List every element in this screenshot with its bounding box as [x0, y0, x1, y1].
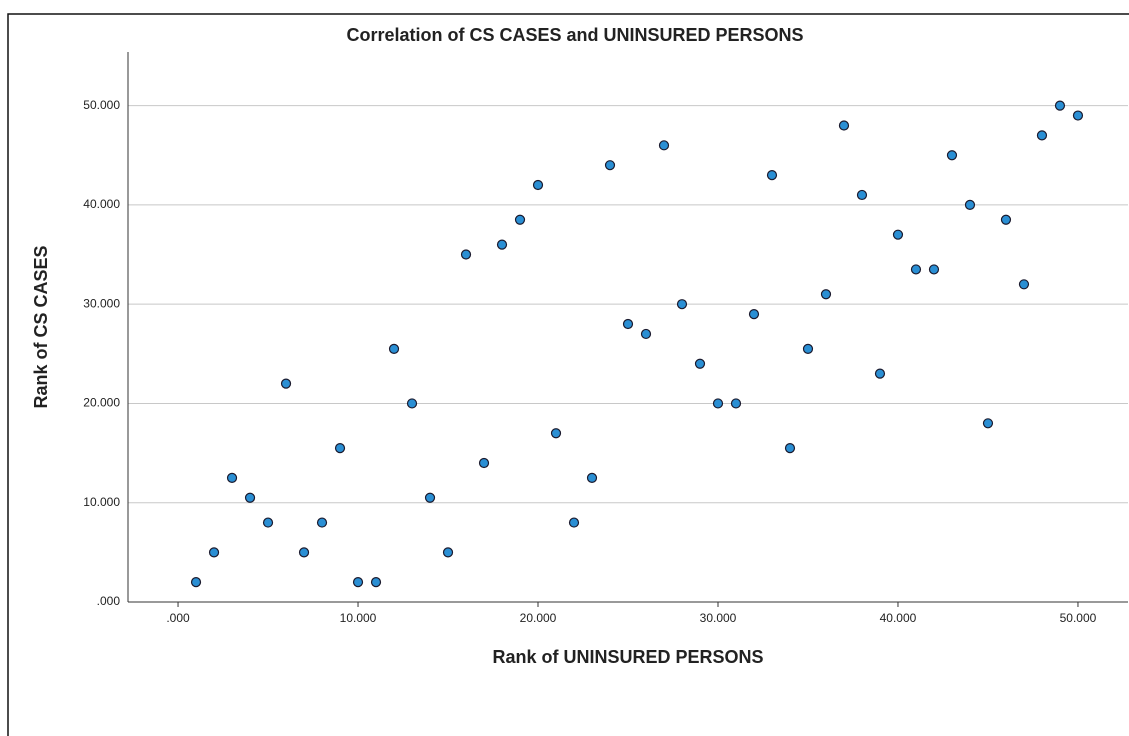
point — [406, 398, 418, 409]
point — [838, 120, 850, 131]
point — [460, 249, 472, 260]
point — [910, 264, 922, 275]
point — [1036, 130, 1048, 141]
point — [388, 343, 400, 354]
point — [694, 358, 706, 369]
point — [748, 308, 760, 320]
point — [928, 264, 940, 275]
point — [550, 428, 562, 439]
point — [892, 229, 904, 240]
point — [370, 577, 382, 588]
point — [208, 547, 220, 558]
point — [244, 492, 256, 503]
point — [586, 472, 598, 484]
y-tick-label: 20.000 — [83, 396, 120, 410]
x-tick-label: 40.000 — [880, 611, 917, 625]
chart-title: Correlation of CS CASES and UNINSURED PE… — [346, 25, 803, 45]
x-tick-label: 20.000 — [520, 611, 557, 625]
point — [1054, 100, 1066, 111]
y-tick-label: 10.000 — [83, 495, 120, 509]
y-tick-label: 50.000 — [83, 98, 120, 112]
x-axis-title: Rank of UNINSURED PERSONS — [492, 647, 763, 667]
point — [640, 328, 652, 340]
y-axis-title: Rank of CS CASES — [31, 245, 51, 408]
point — [352, 577, 364, 588]
point — [478, 457, 490, 469]
point — [784, 443, 796, 454]
x-tick-label: 30.000 — [700, 611, 737, 625]
point — [730, 398, 742, 409]
point — [496, 239, 508, 250]
frame — [7, 13, 1129, 736]
point — [1000, 214, 1012, 225]
point — [1018, 279, 1030, 290]
point — [964, 199, 976, 210]
point — [676, 299, 688, 310]
y-tick-label: 40.000 — [83, 197, 120, 211]
point — [982, 418, 994, 429]
point — [442, 547, 454, 558]
point — [712, 398, 724, 409]
x-tick-label: .000 — [166, 611, 190, 625]
point — [298, 547, 310, 558]
point — [316, 517, 328, 528]
point — [568, 517, 580, 528]
point — [424, 492, 436, 503]
point — [262, 517, 274, 528]
point — [820, 289, 832, 300]
point — [532, 179, 544, 191]
point — [280, 378, 292, 389]
point — [604, 160, 616, 171]
point — [1072, 110, 1084, 121]
point — [802, 343, 814, 354]
point — [946, 150, 958, 161]
point — [622, 318, 634, 330]
point — [190, 577, 202, 588]
point — [658, 140, 670, 151]
point — [334, 443, 346, 454]
x-tick-label: 10.000 — [340, 611, 377, 625]
point — [766, 170, 778, 181]
y-tick-label: .000 — [97, 594, 121, 608]
point — [226, 472, 238, 484]
point — [514, 214, 526, 225]
point — [856, 189, 868, 201]
y-tick-label: 30.000 — [83, 296, 120, 310]
point — [874, 368, 886, 379]
x-tick-label: 50.000 — [1060, 611, 1097, 625]
